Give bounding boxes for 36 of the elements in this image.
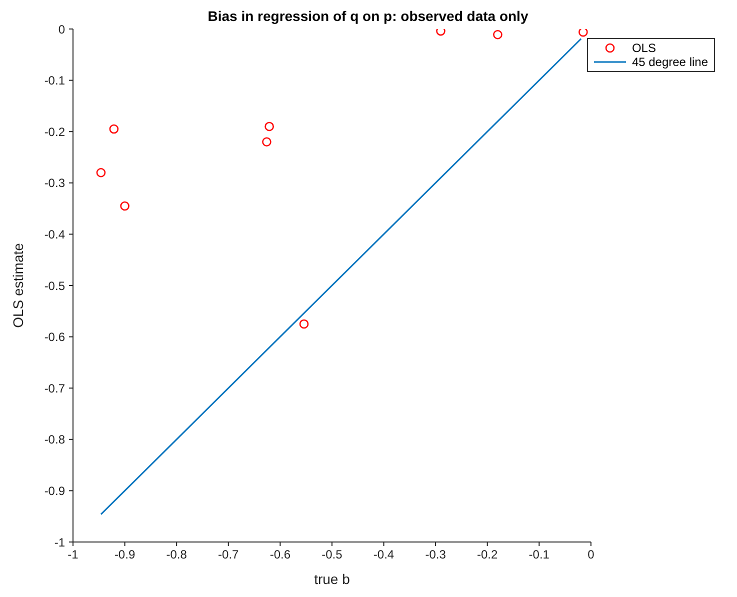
y-tick-label: -0.7 — [44, 381, 66, 396]
x-tick-label: -0.4 — [373, 548, 394, 562]
legend-label: 45 degree line — [632, 55, 708, 69]
x-tick-label: -0.6 — [270, 548, 291, 562]
point — [299, 319, 309, 329]
x-tick-label: -0.1 — [528, 548, 550, 562]
point — [264, 122, 274, 132]
point — [96, 168, 106, 178]
y-tick-label: -0.9 — [44, 484, 66, 498]
x-tick-label: 0 — [588, 548, 595, 562]
y-tick-label: -0.4 — [44, 227, 66, 242]
y-tick-label: -0.6 — [44, 330, 66, 344]
y-tick-label: -0.1 — [44, 74, 66, 88]
x-tick-label: -0.7 — [218, 548, 240, 562]
y-tick-label: 0 — [58, 22, 66, 36]
x-tick-label: -1 — [68, 548, 79, 562]
x-tick-label: -0.5 — [322, 548, 343, 562]
point — [120, 201, 130, 211]
y-tick-label: -0.3 — [44, 176, 66, 190]
x-tick-label: -0.2 — [477, 548, 498, 562]
point — [262, 137, 272, 147]
chart-title: Bias in regression of q on p: observed data only — [206, 8, 530, 24]
x-tick-label: -0.9 — [114, 548, 136, 562]
point — [109, 124, 119, 134]
y-tick-label: -0.8 — [44, 432, 66, 447]
x-axis-title: true b — [314, 571, 350, 587]
y-tick-label: -1 — [54, 535, 66, 550]
y-tick-label: -0.5 — [44, 278, 66, 293]
point — [436, 29, 446, 36]
point — [493, 30, 502, 40]
point — [578, 29, 588, 37]
y-axis-title: OLS estimate — [10, 242, 26, 328]
x-tick-label: -0.3 — [425, 548, 446, 562]
legend-label: OLS — [632, 41, 656, 55]
x-tick-label: -0.8 — [166, 548, 188, 562]
y-tick-label: -0.2 — [44, 124, 66, 139]
